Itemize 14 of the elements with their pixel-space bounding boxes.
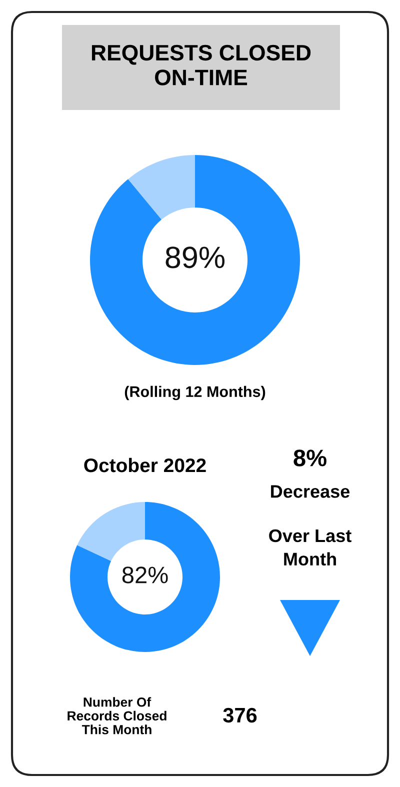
text: Decrease (271, 485, 350, 498)
chart-title: October 2022 (84, 458, 206, 472)
donut-slice (90, 155, 300, 365)
donut-slice (128, 155, 195, 220)
donut-slice (70, 502, 220, 652)
text: 8% (294, 450, 326, 466)
donut-slice (77, 502, 145, 562)
text: Number Of Records Closed This Month (68, 697, 166, 734)
data-label: 89% (166, 246, 224, 268)
data-label: 82% (122, 566, 168, 584)
text: 376 (223, 708, 257, 723)
chart-title: REQUESTS CLOSED ON-TIME (92, 44, 311, 86)
text: Over Last Month (269, 529, 352, 566)
text: (Rolling 12 Months) (124, 386, 266, 400)
